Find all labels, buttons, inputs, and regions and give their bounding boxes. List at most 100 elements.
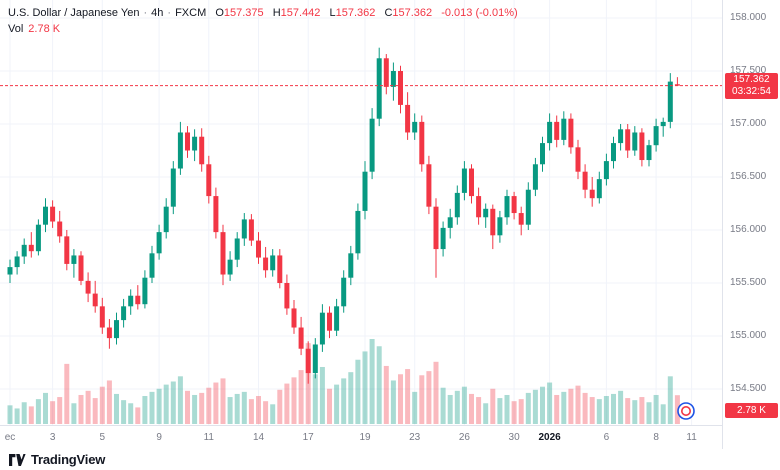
candle-body[interactable] [490,208,496,236]
candle-body[interactable] [554,121,560,140]
candle-body[interactable] [376,58,382,119]
interval-label[interactable]: 4h [151,7,164,19]
candle-body[interactable] [469,168,474,197]
candle-body[interactable] [135,295,141,305]
candle-body[interactable] [596,179,602,199]
candle-body[interactable] [106,327,112,339]
candle-body[interactable] [540,143,545,165]
candle-body[interactable] [327,312,332,331]
candle-body[interactable] [35,224,41,252]
chart-plot-area[interactable] [0,0,722,425]
candle-body[interactable] [667,81,673,122]
candle-body[interactable] [334,306,340,331]
candle-body[interactable] [298,327,304,349]
candle-body[interactable] [57,221,63,237]
candle-body[interactable] [21,244,27,257]
candle-body[interactable] [405,104,411,133]
candle-body[interactable] [639,132,645,161]
candle-body[interactable] [163,206,169,233]
candle-body[interactable] [248,219,254,241]
candle-body[interactable] [511,196,517,214]
candle-body[interactable] [646,145,652,161]
candle-body[interactable] [156,232,162,254]
candle-body[interactable] [128,295,134,307]
candle-body[interactable] [674,84,680,86]
candle-body[interactable] [85,280,91,294]
candle-body[interactable] [632,132,638,151]
candle-body[interactable] [43,206,48,225]
candle-body[interactable] [369,118,375,172]
candle-body[interactable] [312,344,318,374]
candle-body[interactable] [206,164,212,197]
candle-body[interactable] [611,143,616,162]
candle-body[interactable] [653,126,659,146]
candle-body[interactable] [348,253,354,278]
candle-body[interactable] [355,210,361,254]
candle-body[interactable] [568,118,574,148]
candle-body[interactable] [575,147,581,172]
candle-body[interactable] [78,255,84,281]
candle-body[interactable] [476,196,482,218]
time-axis[interactable]: ec 3 5 9 11 14 17 19 23 26 30 2026 6 8 11 [0,425,722,449]
candle-body[interactable] [603,161,609,180]
candle-body[interactable] [263,257,269,271]
candle-body[interactable] [518,213,524,225]
candle-body[interactable] [185,132,190,151]
candle-body[interactable] [234,238,240,260]
candle-body[interactable] [92,293,98,307]
candle-body[interactable] [341,277,347,307]
candle-body[interactable] [433,206,439,250]
candle-body[interactable] [7,267,13,275]
candle-body[interactable] [398,71,403,105]
price-chart-canvas[interactable] [0,0,722,425]
candle-body[interactable] [582,171,588,190]
candle-body[interactable] [532,164,538,190]
candle-body[interactable] [362,171,368,211]
candle-body[interactable] [625,129,631,151]
candle-body[interactable] [50,206,56,222]
candle-body[interactable] [426,164,432,207]
candle-body[interactable] [220,232,226,275]
candle-body[interactable] [291,308,297,328]
candle-body[interactable] [412,121,418,133]
candle-body[interactable] [14,256,20,268]
candle-body[interactable] [142,277,148,305]
candle-body[interactable] [177,132,183,169]
candle-body[interactable] [454,192,460,218]
candle-body[interactable] [319,312,325,345]
candle-body[interactable] [589,189,595,199]
candle-body[interactable] [447,217,453,228]
candle-body[interactable] [440,227,446,250]
candle-body[interactable] [192,136,198,151]
candle-body[interactable] [383,58,389,87]
candle-body[interactable] [241,219,247,239]
candle-body[interactable] [121,306,127,321]
candle-body[interactable] [99,306,105,328]
candle-body[interactable] [170,168,176,207]
symbol-title[interactable]: U.S. Dollar / Japanese Yen [8,7,140,19]
candle-body[interactable] [504,196,510,218]
candle-body[interactable] [305,348,311,374]
candle-body[interactable] [256,240,261,258]
candle-body[interactable] [114,320,119,339]
candle-body[interactable] [149,253,155,278]
candle-body[interactable] [213,196,219,233]
candle-body[interactable] [270,255,276,271]
candle-body[interactable] [64,236,70,264]
candle-body[interactable] [461,168,467,193]
candle-body[interactable] [618,129,624,144]
candle-body[interactable] [660,121,666,127]
candle-body[interactable] [483,208,489,218]
tradingview-brand[interactable]: TradingView [8,452,105,467]
candle-body[interactable] [525,189,531,225]
price-axis[interactable]: 157.362 03:32:54 2.78 K 158.000 157.500 15… [722,0,780,449]
candle-body[interactable] [497,217,503,236]
candle-body[interactable] [277,255,283,283]
candle-body[interactable] [419,121,425,165]
candle-body[interactable] [227,259,233,275]
candle-body[interactable] [390,71,396,87]
candle-body[interactable] [199,136,205,165]
candle-body[interactable] [547,121,553,144]
candle-body[interactable] [561,118,567,140]
candle-body[interactable] [284,283,290,309]
